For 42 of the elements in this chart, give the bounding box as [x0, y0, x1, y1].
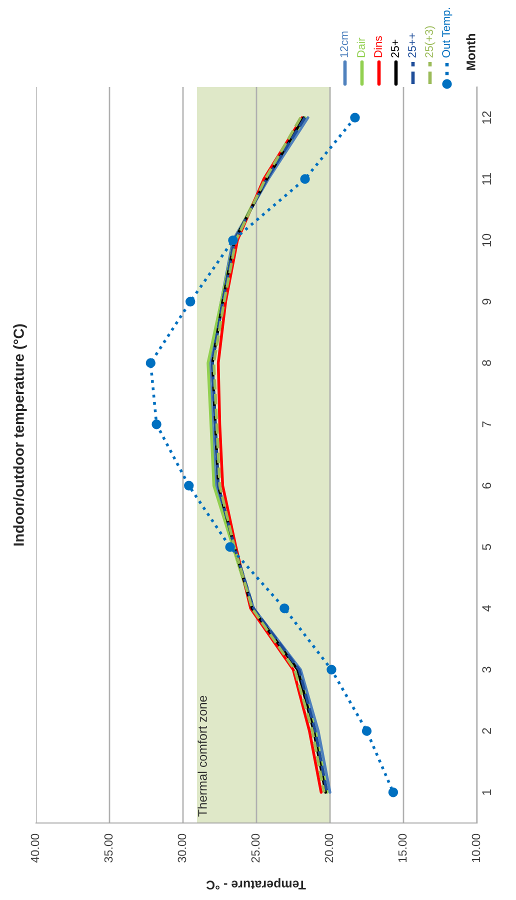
y-tick-label: 4: [482, 605, 491, 612]
text: 12cm: [340, 32, 348, 58]
y-tick-label: 6: [482, 482, 492, 489]
text: 25+: [391, 40, 399, 58]
y-tick-label: 1: [482, 789, 491, 795]
y-tick-label: 3: [482, 666, 492, 673]
text: Dins: [374, 36, 382, 58]
y-tick-label: 11: [482, 173, 491, 185]
text: Indoor/outdoor temperature (°C): [13, 324, 27, 546]
point: [184, 480, 194, 491]
y-tick-label: 8: [482, 360, 492, 366]
point: [152, 419, 162, 430]
y-axis-title: Month: [466, 34, 476, 70]
y-tick-label: 7: [482, 421, 491, 428]
text: 25++: [408, 33, 416, 58]
point: [350, 112, 360, 123]
point: [326, 664, 336, 675]
y-tick-label: 12: [482, 111, 491, 124]
y-tick-label: 2: [482, 728, 491, 734]
text: Out Temp.: [442, 8, 452, 58]
point: [146, 358, 156, 368]
point: [280, 603, 290, 614]
y-tick-label: 5: [482, 544, 492, 550]
x-tick-label: 40.00: [30, 834, 40, 863]
x-tick-label: 15.00: [398, 834, 407, 862]
x-tick-label: 10.00: [472, 834, 480, 862]
band-label: Thermal comfort zone: [198, 696, 207, 817]
y-tick-label: 9: [482, 298, 492, 305]
text: Dair: [356, 38, 365, 58]
y-tick-label: 10: [482, 234, 492, 246]
point: [225, 542, 235, 552]
x-tick-label: 20.00: [324, 834, 334, 862]
x-tick-label: 25.00: [251, 834, 260, 862]
point: [228, 235, 238, 246]
point: [300, 174, 310, 184]
x-axis-title: Temperature - °C: [206, 878, 306, 890]
x-tick-label: 35.00: [104, 834, 113, 863]
point: [388, 787, 398, 798]
point: [362, 726, 372, 736]
point: [185, 296, 196, 307]
text: 25(+3): [424, 26, 436, 58]
x-tick-label: 30.00: [178, 834, 186, 863]
